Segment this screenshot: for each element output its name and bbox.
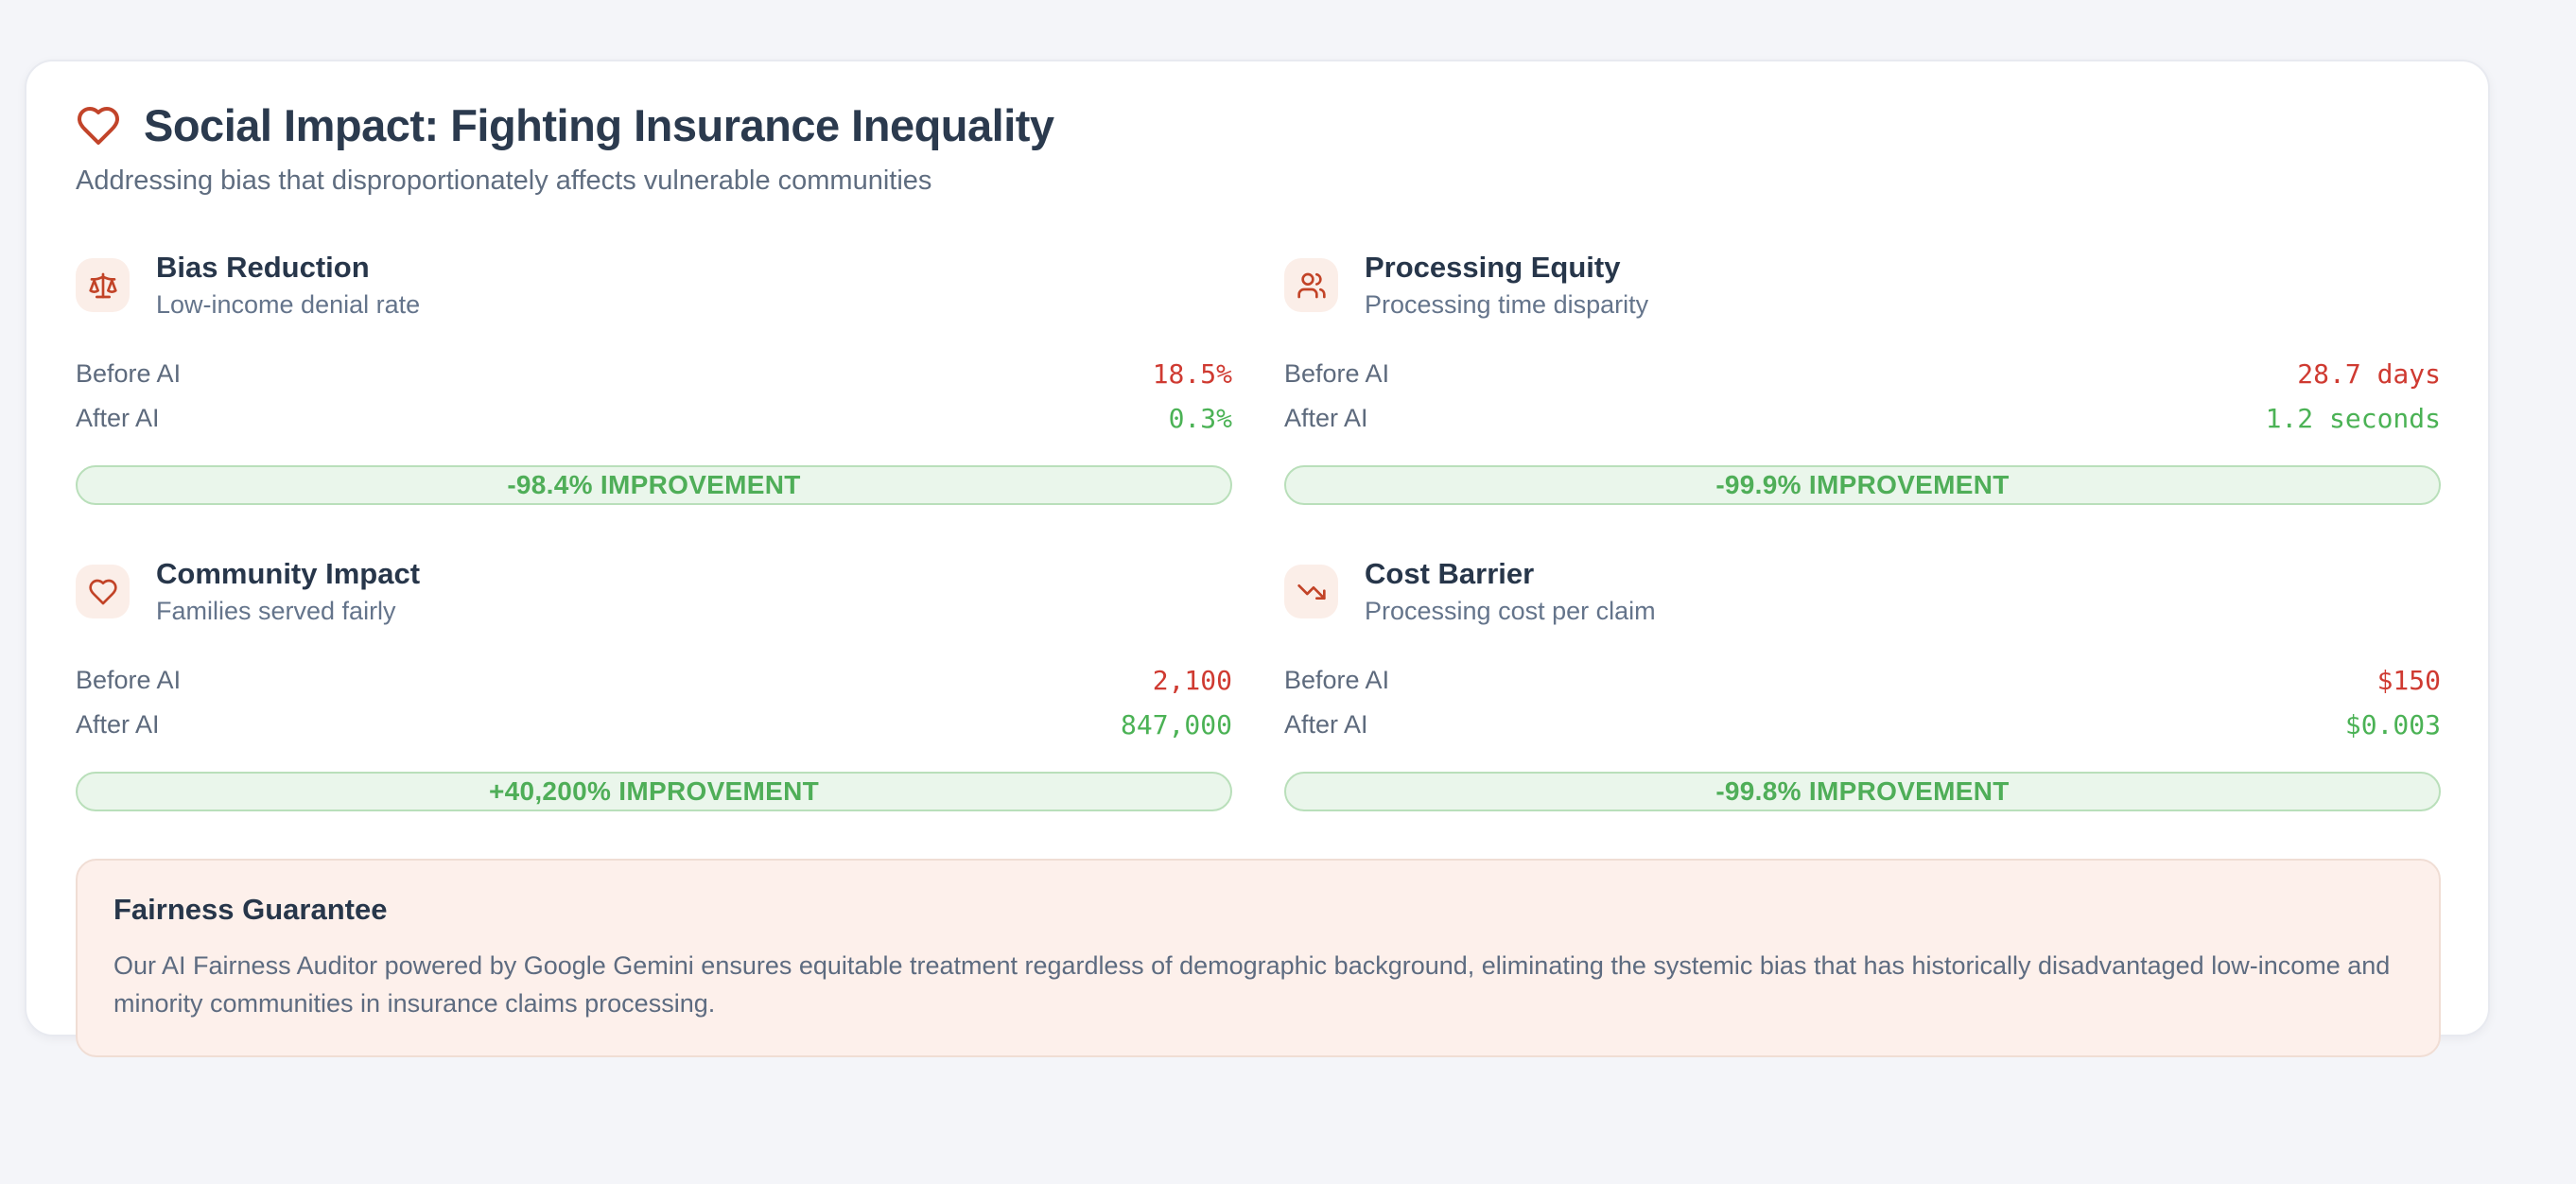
social-impact-card: Social Impact: Fighting Insurance Inequa… — [25, 60, 2490, 1057]
metric-header: Bias Reduction Low-income denial rate — [76, 250, 1232, 320]
before-ai-value: $150 — [2376, 664, 2441, 696]
after-ai-label: After AI — [1284, 403, 1368, 432]
before-ai-row: Before AI 28.7 days — [1284, 352, 2441, 396]
after-ai-label: After AI — [76, 403, 160, 432]
metric-title: Community Impact — [156, 556, 421, 590]
improvement-badge: -99.9% IMPROVEMENT — [1284, 464, 2441, 505]
heart-icon — [88, 579, 117, 605]
metric-subtitle: Processing time disparity — [1365, 289, 1649, 319]
fairness-body: Our AI Fairness Auditor powered by Googl… — [113, 950, 2391, 1018]
fairness-guarantee-panel: Fairness Guarantee Our AI Fairness Audit… — [76, 858, 2441, 1057]
metric-rows: Before AI 28.7 days After AI 1.2 seconds — [1284, 352, 2441, 441]
metric-rows: Before AI 18.5% After AI 0.3% — [76, 352, 1232, 441]
metric-subtitle: Low-income denial rate — [156, 289, 421, 319]
trending-down-icon — [1297, 583, 1326, 600]
before-ai-label: Before AI — [1284, 665, 1390, 694]
metrics-grid: Bias Reduction Low-income denial rate Be… — [76, 250, 2441, 811]
improvement-badge: -98.4% IMPROVEMENT — [76, 464, 1232, 505]
before-ai-row: Before AI 2,100 — [76, 658, 1232, 703]
before-ai-label: Before AI — [76, 665, 182, 694]
metric-icon-box — [1284, 565, 1338, 619]
improvement-badge: +40,200% IMPROVEMENT — [76, 771, 1232, 811]
page-header: Social Impact: Fighting Insurance Inequa… — [76, 101, 2441, 150]
scale-icon — [88, 272, 117, 299]
heart-icon — [78, 106, 119, 145]
metric-icon-box — [76, 565, 130, 619]
before-ai-label: Before AI — [1284, 358, 1390, 388]
after-ai-value: 847,000 — [1120, 708, 1232, 740]
before-ai-value: 28.7 days — [2297, 357, 2441, 390]
before-ai-value: 2,100 — [1152, 664, 1232, 696]
after-ai-row: After AI $0.003 — [1284, 703, 2441, 747]
metric-rows: Before AI $150 After AI $0.003 — [1284, 658, 2441, 747]
metric-subtitle: Processing cost per claim — [1365, 596, 1656, 625]
before-ai-row: Before AI 18.5% — [76, 352, 1232, 396]
metric-title: Processing Equity — [1365, 250, 1621, 284]
metric-subtitle: Families served fairly — [156, 596, 396, 625]
before-ai-row: Before AI $150 — [1284, 658, 2441, 703]
page-title: Social Impact: Fighting Insurance Inequa… — [144, 100, 1054, 150]
metric-card-cost-barrier: Cost Barrier Processing cost per claim B… — [1284, 556, 2441, 811]
metric-header: Cost Barrier Processing cost per claim — [1284, 556, 2441, 626]
before-ai-value: 18.5% — [1152, 357, 1232, 390]
after-ai-row: After AI 847,000 — [76, 703, 1232, 747]
after-ai-row: After AI 1.2 seconds — [1284, 396, 2441, 441]
metric-card-processing-equity: Processing Equity Processing time dispar… — [1284, 250, 2441, 505]
improvement-badge: -99.8% IMPROVEMENT — [1284, 771, 2441, 811]
after-ai-value: 0.3% — [1168, 402, 1232, 434]
after-ai-row: After AI 0.3% — [76, 396, 1232, 441]
metric-header: Processing Equity Processing time dispar… — [1284, 250, 2441, 320]
metric-title: Bias Reduction — [156, 250, 370, 284]
after-ai-label: After AI — [76, 709, 160, 739]
after-ai-label: After AI — [1284, 709, 1368, 739]
metric-header: Community Impact Families served fairly — [76, 556, 1232, 626]
after-ai-value: 1.2 seconds — [2265, 402, 2441, 434]
fairness-title: Fairness Guarantee — [113, 892, 388, 926]
metric-rows: Before AI 2,100 After AI 847,000 — [76, 658, 1232, 747]
page-subtitle: Addressing bias that disproportionately … — [76, 165, 932, 196]
users-icon — [1297, 272, 1326, 299]
before-ai-label: Before AI — [76, 358, 182, 388]
metric-title: Cost Barrier — [1365, 556, 1535, 590]
after-ai-value: $0.003 — [2344, 708, 2441, 740]
metric-card-community-impact: Community Impact Families served fairly … — [76, 556, 1232, 811]
metric-card-bias-reduction: Bias Reduction Low-income denial rate Be… — [76, 250, 1232, 505]
metric-icon-box — [76, 258, 130, 313]
metric-icon-box — [1284, 258, 1338, 313]
